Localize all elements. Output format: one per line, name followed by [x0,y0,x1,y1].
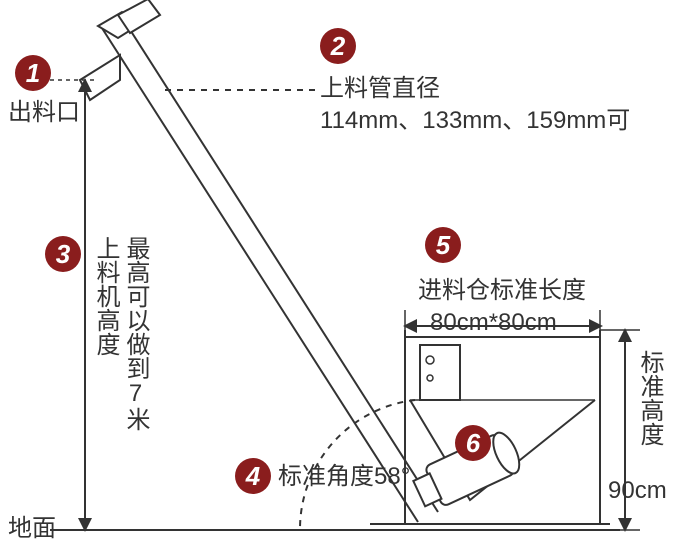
diagram-canvas: 1 2 3 4 5 6 出料口 上料管直径 114mm、133mm、159mm可… [0,0,674,550]
badge-4: 4 [235,458,271,494]
label-height-b: 最高可以做到7米 [122,236,148,431]
badge-5: 5 [425,227,461,263]
control-panel [420,345,460,400]
label-tube-title: 上料管直径 [320,74,440,104]
label-hopper-len: 进料仓标准长度 [418,276,586,306]
label-hopper-dim: 80cm*80cm [430,308,557,338]
badge-6: 6 [455,425,491,461]
label-height-a: 上料机高度 [92,236,118,356]
label-std-height-b: 90cm [608,476,667,506]
badge-3: 3 [45,236,81,272]
badge-1: 1 [15,55,51,91]
label-tube-sizes: 114mm、133mm、159mm可 [320,106,630,136]
badge-2: 2 [320,28,356,64]
label-std-height-a: 标准高度 [636,350,662,446]
label-outlet: 出料口 [8,98,80,128]
dim-height [50,80,95,525]
label-angle: 标准角度58° [278,462,410,492]
label-ground: 地面 [8,514,56,544]
